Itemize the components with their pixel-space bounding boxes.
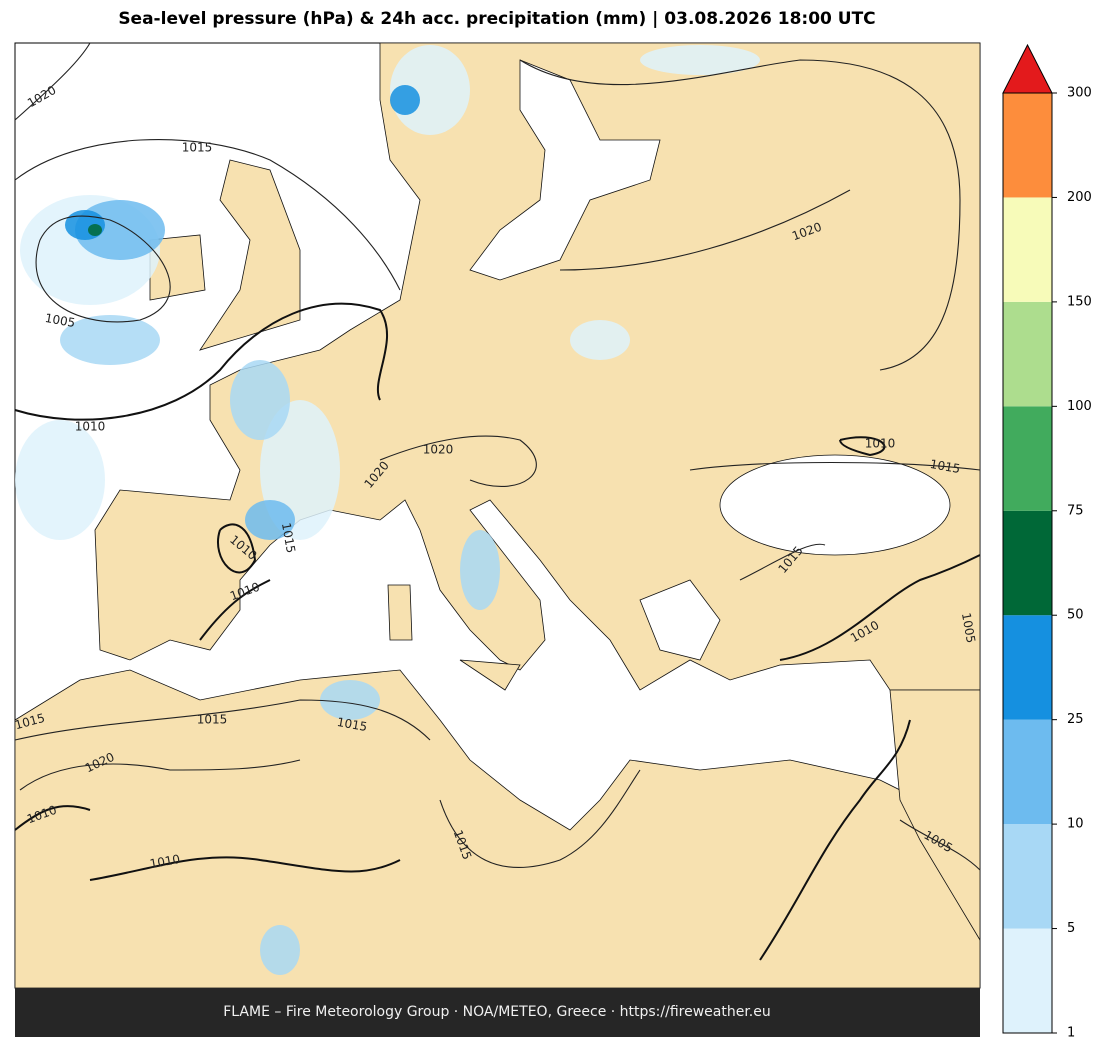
colorbar-segment (1003, 93, 1052, 198)
contour-label: 1015 (929, 457, 962, 476)
contour-label: 1015 (336, 715, 369, 734)
contour-label: 1010 (149, 852, 182, 871)
land-sardinia (387, 584, 413, 641)
precip-area (15, 420, 105, 540)
isobar (14, 139, 401, 291)
precip-area (260, 925, 300, 975)
colorbar-tick-label: 100 (1067, 399, 1092, 414)
colorbar-tick-label: 300 (1067, 86, 1092, 101)
isobar (839, 436, 886, 457)
isobars (14, 42, 981, 961)
isobar (439, 769, 641, 868)
isobar (689, 461, 981, 471)
isobar (19, 759, 301, 791)
isobar (14, 42, 91, 121)
isobar (35, 215, 171, 323)
black-sea (719, 454, 951, 556)
colorbar-tick-label: 5 (1067, 921, 1075, 936)
isobar (779, 554, 981, 661)
isobar (14, 805, 91, 831)
isobar (899, 819, 981, 871)
contour-label: 1010 (865, 437, 896, 451)
isobar (559, 189, 851, 271)
colorbar-tick-label: 1 (1067, 1026, 1075, 1041)
colorbar-segment (1003, 615, 1052, 720)
precip-area (245, 500, 295, 540)
isobar (217, 523, 257, 574)
colorbar-tick-label: 10 (1067, 817, 1084, 832)
colorbar-tick-label: 50 (1067, 608, 1084, 623)
isobar (379, 435, 537, 488)
colorbar-segment (1003, 719, 1052, 825)
contour-label: 1015 (279, 522, 298, 555)
map-title: Sea-level pressure (hPa) & 24h acc. prec… (118, 9, 875, 29)
colorbar: 1 5 10 25 50 75 100 150 200 300 (1002, 43, 1092, 1041)
footer-band (15, 988, 980, 1037)
isobar (759, 719, 911, 961)
precip-area (460, 530, 500, 610)
isobar (14, 302, 389, 421)
land-levant (889, 689, 981, 942)
colorbar-extend (1002, 43, 1053, 94)
precip-area (230, 360, 290, 440)
precip-area (390, 85, 420, 115)
contour-label: 1005 (44, 311, 77, 330)
precip-area (88, 224, 102, 236)
precip-area (640, 45, 760, 75)
colorbar-segment (1003, 406, 1052, 511)
isobar (739, 543, 826, 581)
precip-area (65, 210, 105, 240)
contour-label: 1010 (75, 420, 106, 434)
land-britain (199, 159, 301, 351)
colorbar-tick-label: 75 (1067, 503, 1084, 518)
contour-label: 1015 (197, 713, 228, 727)
precip-area (320, 680, 380, 720)
contour-label: 1005 (959, 612, 978, 645)
colorbar-tick-label: 25 (1067, 712, 1084, 727)
precip-area (570, 320, 630, 360)
aegean-sea (639, 579, 721, 661)
colorbar-segment (1003, 824, 1052, 929)
contour-label: 1020 (423, 443, 454, 457)
contour-label: 1015 (182, 141, 213, 155)
precip-area (60, 315, 160, 365)
land-ireland (149, 234, 206, 301)
isobar (519, 59, 961, 371)
colorbar-segment (1003, 301, 1052, 407)
colorbar-segment (1003, 928, 1052, 1033)
baltic-sea (469, 59, 661, 281)
colorbar-tick-label: 200 (1067, 190, 1092, 205)
colorbar-segment (1003, 510, 1052, 616)
colorbar-frame (1002, 92, 1053, 1034)
isobar (14, 699, 431, 741)
land-sicily (459, 659, 521, 691)
colorbar-tick-label: 150 (1067, 294, 1092, 309)
footer-credit: FLAME – Fire Meteorology Group · NOA/MET… (223, 1004, 771, 1020)
colorbar-segment (1003, 197, 1052, 302)
isobar (89, 856, 401, 881)
isobar (199, 579, 271, 641)
